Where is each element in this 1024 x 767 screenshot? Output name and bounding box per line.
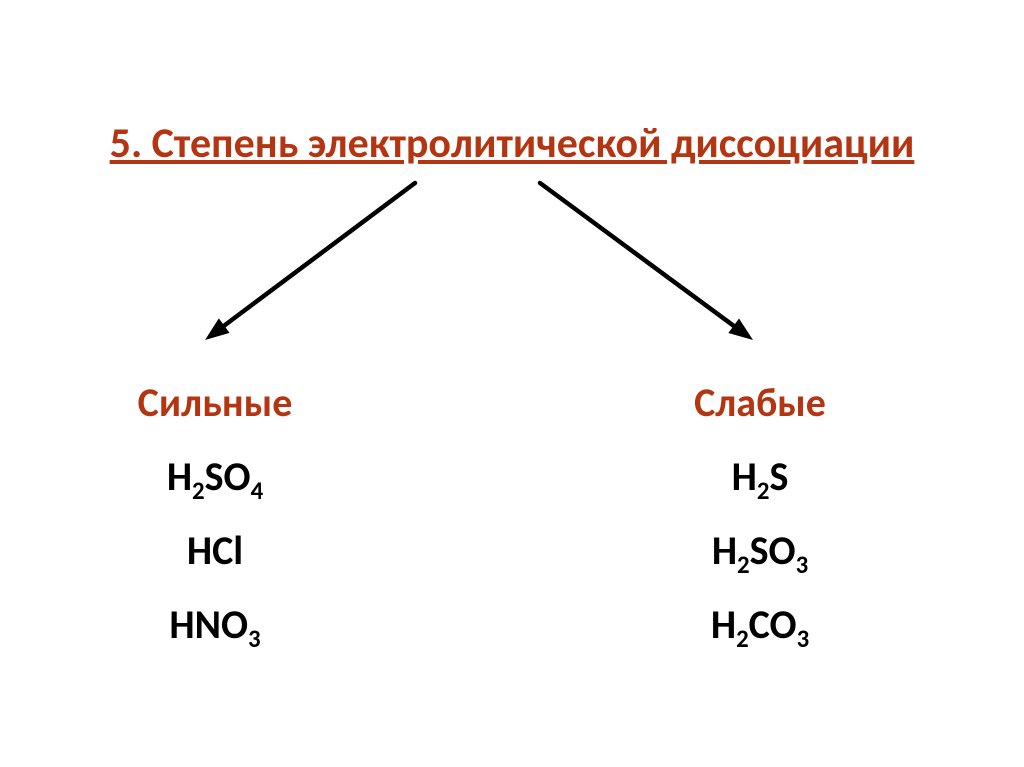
arrow-left [205,183,415,340]
formula-strong-2: HNO3 [15,600,415,649]
page-title: 5. Степень электролитической диссоциации [0,118,1024,169]
arrow-right [540,183,753,340]
formula-weak-0: H2S [560,452,960,501]
diagram-canvas: 5. Степень электролитической диссоциации… [0,0,1024,767]
formula-weak-1: H2SO3 [560,526,960,575]
column-header-strong: Сильные [15,378,415,427]
formula-strong-0: H2SO4 [15,452,415,501]
column-header-weak: Слабые [560,378,960,427]
formula-strong-1: HCl [15,526,415,575]
formula-weak-2: H2CO3 [560,600,960,649]
